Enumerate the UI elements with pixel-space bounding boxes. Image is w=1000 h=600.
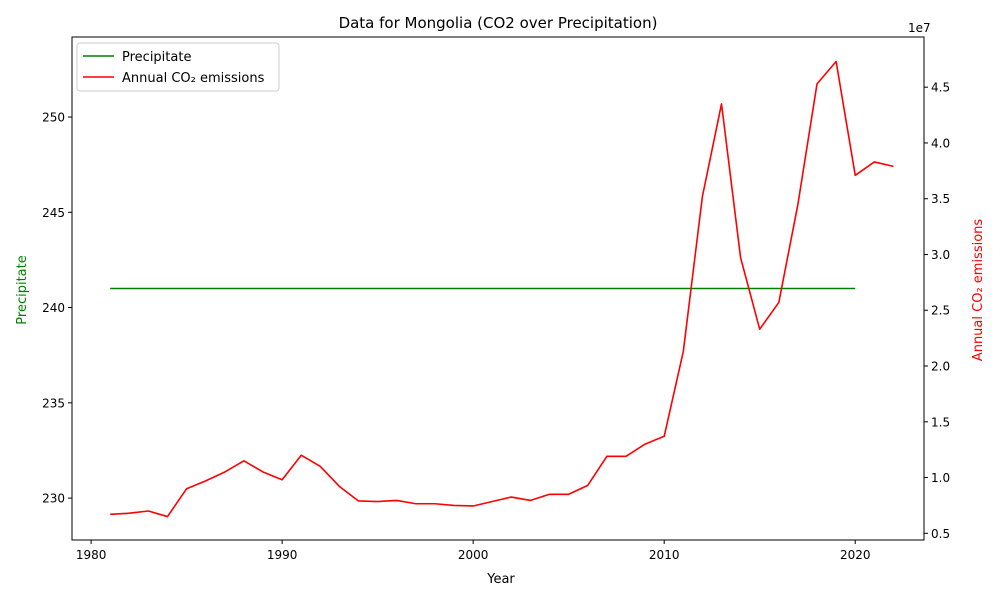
chart-title: Data for Mongolia (CO2 over Precipitatio… (339, 14, 658, 32)
y-axis-label-left: Precipitate (15, 255, 30, 324)
offset-text-right: 1e7 (908, 21, 931, 35)
y-left-tick-label: 235 (42, 396, 65, 410)
y-right-tick-label: 4.0 (931, 136, 950, 150)
y-right-tick-label: 3.0 (931, 248, 950, 262)
x-axis-label: Year (486, 572, 515, 587)
y-axis-left: 230 235 240 245 250 (42, 111, 72, 506)
y-right-tick-label: 2.0 (931, 360, 950, 374)
y-axis-right: 0.5 1.0 1.5 2.0 2.5 3.0 3.5 4.0 4.5 (924, 81, 950, 541)
y-right-tick-label: 1.0 (931, 471, 950, 485)
y-right-tick-label: 4.5 (931, 81, 950, 95)
y-axis-label-right: Annual CO₂ emissions (971, 219, 986, 362)
y-right-tick-label: 0.5 (931, 527, 950, 541)
y-left-tick-label: 245 (42, 206, 65, 220)
x-tick-label: 1990 (267, 548, 298, 562)
legend: Precipitate Annual CO₂ emissions (77, 43, 279, 91)
y-left-tick-label: 250 (42, 111, 65, 125)
x-tick-label: 2000 (458, 548, 489, 562)
x-tick-label: 2020 (840, 548, 871, 562)
x-tick-label: 2010 (649, 548, 680, 562)
legend-label-co2: Annual CO₂ emissions (122, 71, 265, 86)
x-tick-label: 1980 (76, 548, 107, 562)
y-right-tick-label: 2.5 (931, 304, 950, 318)
y-left-tick-label: 230 (42, 492, 65, 506)
x-axis: 1980 1990 2000 2010 2020 (76, 540, 871, 562)
y-left-tick-label: 240 (42, 301, 65, 315)
legend-label-precipitate: Precipitate (122, 50, 191, 65)
y-right-tick-label: 1.5 (931, 415, 950, 429)
y-right-tick-label: 3.5 (931, 192, 950, 206)
